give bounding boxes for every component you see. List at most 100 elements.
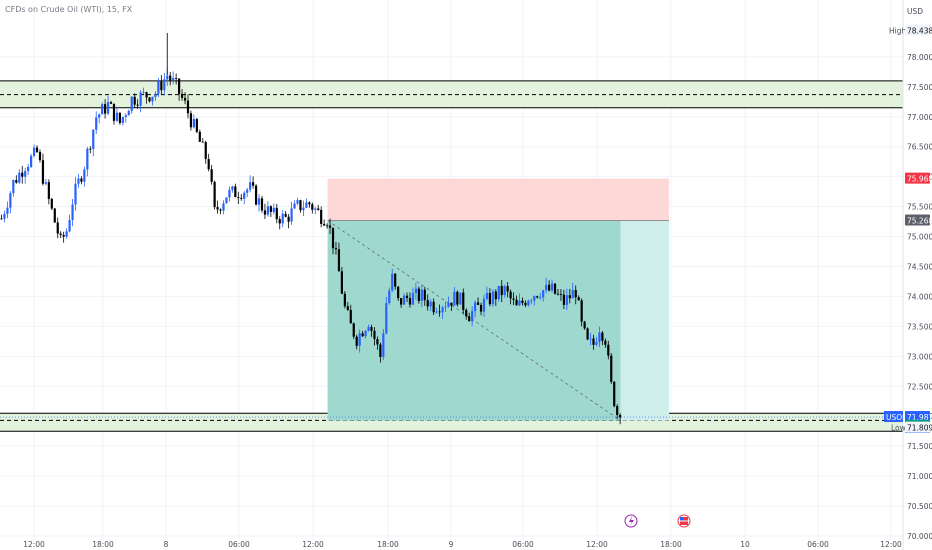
candle: [41, 153, 45, 186]
candle-body: [568, 295, 571, 299]
candle: [553, 283, 557, 295]
candle: [512, 292, 515, 306]
candle-body: [32, 147, 36, 156]
candle: [47, 179, 50, 205]
candle: [89, 146, 92, 154]
candle: [305, 198, 308, 209]
candle: [56, 217, 59, 239]
candle-body: [340, 271, 343, 294]
y-tick-label: 70.500: [907, 502, 932, 511]
candle-body: [234, 186, 237, 198]
candle-body: [246, 189, 249, 193]
support-resistance-zones: [0, 80, 903, 432]
candle: [429, 299, 432, 312]
candle: [210, 164, 213, 185]
candle: [115, 106, 119, 122]
candle-body: [44, 182, 47, 184]
candle: [476, 297, 480, 306]
candle: [411, 287, 415, 306]
candle-body: [592, 338, 595, 345]
candle: [577, 295, 580, 301]
candle: [257, 194, 261, 212]
candle-body: [35, 147, 39, 152]
candle-body: [222, 203, 225, 211]
candle: [62, 231, 65, 243]
candle-body: [376, 339, 379, 345]
candle-body: [207, 159, 210, 170]
candle: [370, 324, 373, 337]
candle-body: [186, 100, 190, 114]
candle: [562, 289, 565, 310]
candle: [491, 289, 494, 307]
candle: [616, 404, 619, 420]
x-tick-label: 06:00: [228, 540, 250, 549]
candle: [6, 201, 9, 219]
candle: [231, 185, 234, 193]
x-tick-label: 10: [740, 540, 750, 549]
candle: [0, 214, 3, 220]
candle-body: [290, 208, 293, 222]
candle: [44, 178, 47, 186]
candle-body: [266, 206, 269, 215]
candle-body: [337, 249, 341, 272]
candle-body: [50, 198, 53, 209]
candle-body: [509, 291, 512, 299]
candle-body: [204, 142, 207, 160]
candle: [204, 140, 207, 164]
candle: [142, 87, 145, 95]
candle: [364, 329, 367, 339]
candle-body: [254, 185, 258, 205]
candle-body: [109, 102, 113, 104]
candle: [352, 322, 355, 340]
candle-body: [518, 300, 521, 306]
y-tick-label: 70.000: [907, 532, 932, 541]
candle: [503, 284, 506, 298]
candle: [24, 167, 27, 184]
x-tick-label: 18:00: [92, 540, 114, 549]
candle: [382, 329, 385, 361]
candle-body: [450, 302, 453, 306]
candle-body: [130, 96, 133, 111]
candle: [320, 206, 323, 228]
candle: [388, 287, 391, 305]
candle: [373, 327, 376, 346]
candle: [219, 208, 222, 215]
candle-body: [77, 178, 80, 184]
candle: [565, 288, 568, 311]
candle: [574, 285, 577, 305]
candlestick-series: [0, 32, 903, 425]
candle: [287, 214, 290, 229]
candle: [391, 268, 394, 292]
short-position-tool[interactable]: [327, 178, 669, 421]
candle: [400, 298, 403, 308]
candle-body: [178, 78, 181, 94]
candle-body: [598, 332, 601, 343]
candle-body: [118, 112, 121, 123]
candle: [586, 327, 589, 341]
candle-body: [388, 290, 391, 304]
candle-body: [512, 298, 515, 300]
x-tick-label: 06:00: [512, 540, 534, 549]
candle-body: [18, 172, 21, 183]
candle-body: [172, 78, 175, 81]
candle: [539, 293, 542, 300]
candle: [334, 242, 338, 255]
candle: [234, 183, 237, 198]
candle: [479, 302, 483, 316]
candle-body: [417, 288, 420, 302]
candle-body: [414, 288, 417, 294]
candle-body: [198, 131, 201, 142]
candle: [530, 298, 533, 305]
candle: [272, 203, 275, 215]
candle-body: [494, 291, 497, 300]
candle-body: [595, 342, 598, 345]
candle-body: [65, 231, 68, 237]
candle: [263, 203, 267, 220]
candle: [402, 293, 406, 305]
candle: [465, 308, 468, 320]
candle: [358, 329, 361, 353]
symbol-tag: USOIL: [884, 411, 909, 423]
y-tick-label: 71.500: [907, 442, 932, 451]
candle: [438, 304, 441, 317]
